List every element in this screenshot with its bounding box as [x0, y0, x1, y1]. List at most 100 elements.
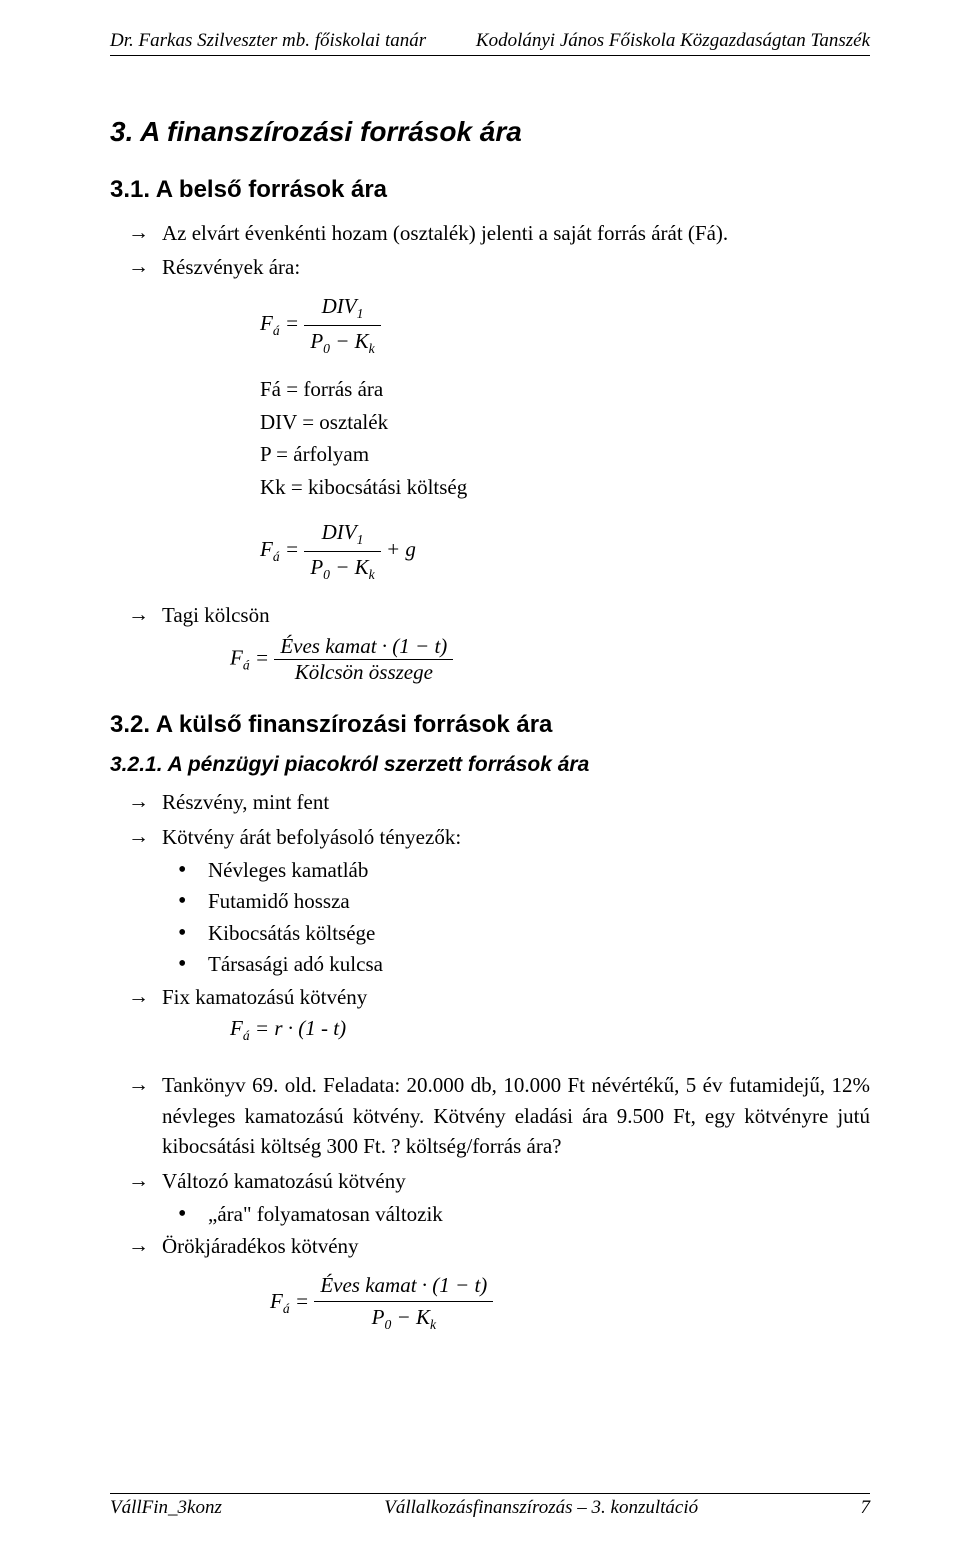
- arrow-item: → Fix kamatozású kötvény: [128, 982, 870, 1012]
- var-F: F: [230, 1016, 243, 1040]
- eq: =: [290, 1289, 315, 1313]
- txt-eves: Éves kamat: [280, 634, 376, 658]
- denominator: P0 − Kk: [304, 551, 380, 586]
- cdot: ·: [377, 634, 393, 658]
- var-F: F: [230, 646, 243, 670]
- var-F: F: [270, 1289, 283, 1313]
- def-line: P = árfolyam: [260, 438, 870, 471]
- fraction: Éves kamat · (1 − t) Kölcsön összege: [274, 634, 453, 685]
- section-title: 3. A finanszírozási források ára: [110, 116, 870, 148]
- sub-a: á: [243, 1028, 250, 1043]
- one-minus-t: (1 − t): [432, 1273, 487, 1297]
- arrow-item: → Változó kamatozású kötvény: [128, 1166, 870, 1196]
- bullet-item: • Kibocsátás költsége: [178, 919, 870, 948]
- minus: −: [391, 1305, 416, 1329]
- txt-eves: Éves kamat: [320, 1273, 416, 1297]
- bullet-text: „ára" folyamatosan változik: [208, 1200, 443, 1229]
- subsection-3-2-1: 3.2.1. A pénzügyi piacokról szerzett for…: [110, 753, 870, 777]
- footer-left: VállFin_3konz: [110, 1497, 222, 1519]
- numerator: Éves kamat · (1 − t): [314, 1270, 493, 1302]
- formula-member-loan: Fá = Éves kamat · (1 − t) Kölcsön összeg…: [230, 634, 870, 685]
- def-line: DIV = osztalék: [260, 406, 870, 439]
- one-minus-t: (1 − t): [392, 634, 447, 658]
- def-line: Kk = kibocsátási költség: [260, 471, 870, 504]
- arrow-text: Fix kamatozású kötvény: [162, 982, 870, 1012]
- header-left: Dr. Farkas Szilveszter mb. főiskolai tan…: [110, 30, 426, 52]
- sub-a: á: [273, 550, 280, 565]
- var-K: K: [355, 329, 369, 353]
- eq: =: [280, 537, 305, 561]
- plus-g: + g: [381, 537, 416, 561]
- numerator: Éves kamat · (1 − t): [274, 634, 453, 659]
- fraction: DIV1 P0 − Kk: [304, 291, 380, 359]
- bullet-item: • Társasági adó kulcsa: [178, 950, 870, 979]
- page-footer: VállFin_3konz Vállalkozásfinanszírozás –…: [110, 1493, 870, 1519]
- def-line: Fá = forrás ára: [260, 373, 870, 406]
- sub-0: 0: [323, 567, 330, 582]
- arrow-item: → Tankönyv 69. old. Feladata: 20.000 db,…: [128, 1070, 870, 1161]
- minus: −: [330, 555, 355, 579]
- sub-a: á: [243, 658, 250, 673]
- formula-stock-price: Fá = DIV1 P0 − Kk: [260, 291, 870, 359]
- arrow-item: → Kötvény árát befolyásoló tényezők:: [128, 822, 870, 852]
- arrow-icon: →: [128, 1070, 162, 1100]
- sub-1: 1: [357, 533, 364, 548]
- arrow-text: Tagi kölcsön: [162, 600, 870, 630]
- arrow-text: Az elvárt évenkénti hozam (osztalék) jel…: [162, 218, 870, 248]
- var-K: K: [416, 1305, 430, 1329]
- formula-perpetuity-bond: Fá = Éves kamat · (1 − t) P0 − Kk: [270, 1270, 870, 1336]
- eq: =: [250, 646, 275, 670]
- formula-stock-price-g: Fá = DIV1 P0 − Kk + g: [260, 517, 870, 585]
- sub-1: 1: [357, 306, 364, 321]
- eq: =: [250, 1016, 275, 1040]
- arrow-icon: →: [128, 600, 162, 630]
- arrow-icon: →: [128, 982, 162, 1012]
- bullet-icon: •: [178, 950, 208, 979]
- sub-k: k: [369, 567, 375, 582]
- bullet-item: • „ára" folyamatosan változik: [178, 1200, 870, 1229]
- bullet-icon: •: [178, 919, 208, 948]
- sub-k: k: [430, 1318, 436, 1333]
- sub-0: 0: [323, 341, 330, 356]
- arrow-item: → Örökjáradékos kötvény: [128, 1231, 870, 1261]
- definitions-block: Fá = forrás ára DIV = osztalék P = árfol…: [260, 373, 870, 503]
- header-right: Kodolányi János Főiskola Közgazdaságtan …: [476, 30, 870, 52]
- var-P: P: [372, 1305, 385, 1329]
- eq: =: [280, 311, 305, 335]
- var-r: r: [274, 1016, 282, 1040]
- bullet-icon: •: [178, 887, 208, 916]
- var-P: P: [310, 329, 323, 353]
- subsection-3-1: 3.1. A belső források ára: [110, 176, 870, 204]
- arrow-icon: →: [128, 218, 162, 248]
- bullet-item: • Futamidő hossza: [178, 887, 870, 916]
- numerator: DIV1: [304, 291, 380, 325]
- cdot: ·: [283, 1016, 299, 1040]
- bullet-icon: •: [178, 856, 208, 885]
- fraction: Éves kamat · (1 − t) P0 − Kk: [314, 1270, 493, 1336]
- arrow-icon: →: [128, 1231, 162, 1261]
- page: Dr. Farkas Szilveszter mb. főiskolai tan…: [0, 0, 960, 1336]
- arrow-text: Tankönyv 69. old. Feladata: 20.000 db, 1…: [162, 1070, 870, 1161]
- sub-a: á: [283, 1301, 290, 1316]
- sub-a: á: [273, 323, 280, 338]
- minus: −: [330, 329, 355, 353]
- fraction: DIV1 P0 − Kk: [304, 517, 380, 585]
- bullet-item: • Névleges kamatláb: [178, 856, 870, 885]
- arrow-text: Változó kamatozású kötvény: [162, 1166, 870, 1196]
- arrow-icon: →: [128, 822, 162, 852]
- arrow-text: Örökjáradékos kötvény: [162, 1231, 870, 1261]
- arrow-icon: →: [128, 787, 162, 817]
- cdot: ·: [417, 1273, 433, 1297]
- arrow-text: Részvények ára:: [162, 252, 870, 282]
- bullet-text: Névleges kamatláb: [208, 856, 368, 885]
- var-F: F: [260, 537, 273, 561]
- numerator: DIV1: [304, 517, 380, 551]
- denominator: P0 − Kk: [304, 325, 380, 360]
- var-K: K: [355, 555, 369, 579]
- arrow-item: → Az elvárt évenkénti hozam (osztalék) j…: [128, 218, 870, 248]
- bullet-icon: •: [178, 1200, 208, 1229]
- var-DIV: DIV: [322, 294, 357, 318]
- sub-k: k: [369, 341, 375, 356]
- arrow-icon: →: [128, 252, 162, 282]
- footer-center: Vállalkozásfinanszírozás – 3. konzultáci…: [384, 1497, 698, 1519]
